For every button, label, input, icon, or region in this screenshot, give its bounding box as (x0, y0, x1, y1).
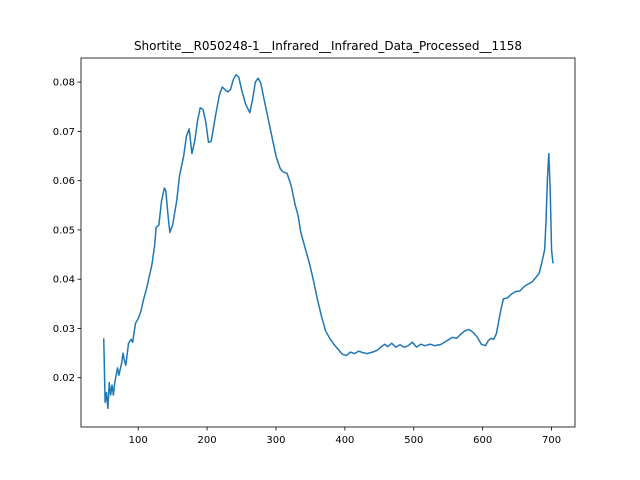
y-tick-label: 0.04 (53, 275, 75, 286)
x-tick-label: 600 (473, 435, 492, 446)
axes-frame (80, 57, 576, 428)
x-tick-label: 400 (335, 435, 354, 446)
data-line (102, 74, 554, 410)
y-tick-label: 0.02 (53, 373, 75, 384)
y-tick-label: 0.03 (53, 324, 75, 335)
x-tick-label: 700 (542, 435, 561, 446)
x-tick-label: 100 (129, 435, 148, 446)
y-tick-label: 0.06 (53, 176, 75, 187)
y-tick-label: 0.07 (53, 127, 75, 138)
x-tick-label: 200 (198, 435, 217, 446)
y-tick-label: 0.08 (53, 78, 75, 89)
chart-title: Shortite__R050248-1__Infrared__Infrared_… (134, 39, 522, 53)
x-tick-label: 500 (404, 435, 423, 446)
y-tick-label: 0.05 (53, 225, 75, 236)
x-tick-label: 300 (266, 435, 285, 446)
